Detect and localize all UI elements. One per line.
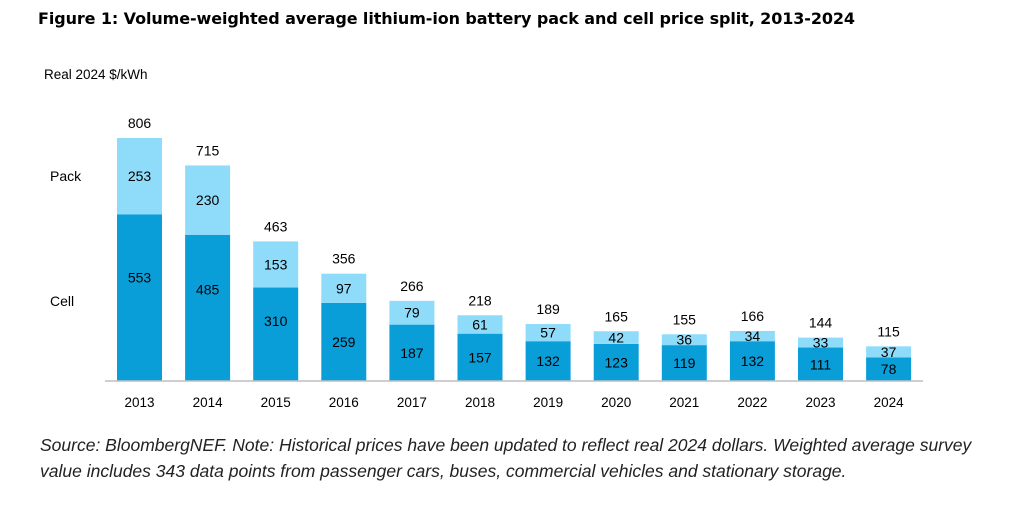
bar-cell bbox=[253, 287, 299, 381]
x-tick-label: 2021 bbox=[669, 395, 699, 410]
bar-pack bbox=[593, 331, 639, 344]
data-label-cell: 132 bbox=[741, 353, 765, 369]
data-label-total: 166 bbox=[741, 308, 765, 324]
data-label-cell: 553 bbox=[128, 270, 152, 286]
bar-cell bbox=[661, 345, 707, 381]
x-tick-label: 2017 bbox=[397, 395, 427, 410]
bar-pack bbox=[253, 241, 299, 288]
figure-title: Figure 1: Volume-weighted average lithiu… bbox=[38, 9, 855, 28]
bar-pack bbox=[661, 334, 707, 346]
data-label-pack: 34 bbox=[745, 328, 761, 344]
data-label-total: 218 bbox=[468, 292, 492, 308]
bar-cell bbox=[525, 341, 571, 381]
stacked-bar-chart: Real 2024 $/kWh Pack Cell 553 253 806 485 23… bbox=[44, 67, 923, 410]
x-tick-label: 2024 bbox=[874, 395, 905, 410]
data-label-total: 356 bbox=[332, 251, 356, 267]
data-label-cell: 123 bbox=[605, 354, 629, 370]
data-label-pack: 37 bbox=[881, 344, 897, 360]
data-label-cell: 78 bbox=[881, 361, 897, 377]
legend-label-pack: Pack bbox=[50, 168, 82, 184]
bar-cell bbox=[457, 333, 503, 381]
data-label-pack: 97 bbox=[336, 280, 352, 296]
data-label-pack: 230 bbox=[196, 192, 220, 208]
data-label-total: 715 bbox=[196, 142, 220, 158]
x-tick-label: 2013 bbox=[124, 395, 154, 410]
x-tick-label: 2014 bbox=[193, 395, 224, 410]
data-label-total: 189 bbox=[536, 301, 560, 317]
data-label-cell: 485 bbox=[196, 282, 220, 298]
bar-pack bbox=[389, 300, 435, 325]
x-tick-label: 2018 bbox=[465, 395, 495, 410]
bar-pack bbox=[457, 315, 503, 334]
data-label-total: 155 bbox=[673, 311, 697, 327]
data-label-pack: 42 bbox=[608, 330, 624, 346]
bar-cell bbox=[866, 357, 912, 381]
bar-cell bbox=[117, 214, 162, 381]
data-label-total: 165 bbox=[605, 308, 629, 324]
bar-pack bbox=[866, 346, 912, 358]
x-tick-label: 2020 bbox=[601, 395, 631, 410]
x-tick-label: 2016 bbox=[329, 395, 359, 410]
y-axis-label: Real 2024 $/kWh bbox=[44, 67, 148, 82]
data-label-pack: 57 bbox=[540, 325, 556, 341]
bar-pack bbox=[729, 330, 775, 342]
bar-pack bbox=[117, 137, 162, 215]
data-label-pack: 33 bbox=[813, 335, 829, 351]
data-label-total: 463 bbox=[264, 218, 288, 234]
data-label-pack: 79 bbox=[404, 305, 420, 321]
data-label-total: 115 bbox=[877, 323, 900, 339]
bar-cell bbox=[729, 341, 775, 381]
x-tick-label: 2023 bbox=[805, 395, 835, 410]
bar-cell bbox=[593, 343, 639, 381]
data-label-cell: 157 bbox=[468, 349, 492, 365]
x-tick-label: 2019 bbox=[533, 395, 563, 410]
data-label-cell: 111 bbox=[810, 356, 831, 372]
data-label-cell: 119 bbox=[673, 355, 696, 371]
bar-pack bbox=[321, 273, 367, 303]
data-label-pack: 61 bbox=[472, 316, 488, 332]
data-label-cell: 259 bbox=[332, 334, 356, 350]
bar-cell bbox=[389, 324, 435, 381]
data-label-total: 144 bbox=[809, 315, 833, 331]
bar-cell bbox=[798, 347, 843, 381]
bar-pack bbox=[798, 337, 843, 348]
data-label-total: 266 bbox=[400, 278, 424, 294]
bar-cell bbox=[185, 234, 231, 381]
source-note: Source: BloombergNEF. Note: Historical p… bbox=[40, 435, 972, 481]
data-label-pack: 36 bbox=[677, 332, 693, 348]
x-axis-labels: 2013 2014 2015 2016 2017 2018 2019 2020 2021 2022… bbox=[124, 395, 904, 410]
bar-pack bbox=[185, 165, 231, 235]
bar-pack bbox=[525, 324, 571, 342]
data-label-pack: 153 bbox=[264, 256, 288, 272]
data-label-cell: 310 bbox=[264, 313, 288, 329]
data-label-pack: 253 bbox=[128, 168, 152, 184]
x-tick-label: 2022 bbox=[737, 395, 767, 410]
legend-label-cell: Cell bbox=[50, 293, 74, 309]
data-label-cell: 187 bbox=[400, 345, 424, 361]
bar-cell bbox=[321, 302, 367, 381]
data-label-total: 806 bbox=[128, 115, 152, 131]
bar-group: 553 253 806 485 230 715 310 153 463 259 97 356 187 79… bbox=[117, 115, 912, 381]
data-label-cell: 132 bbox=[536, 353, 560, 369]
x-tick-label: 2015 bbox=[261, 395, 291, 410]
